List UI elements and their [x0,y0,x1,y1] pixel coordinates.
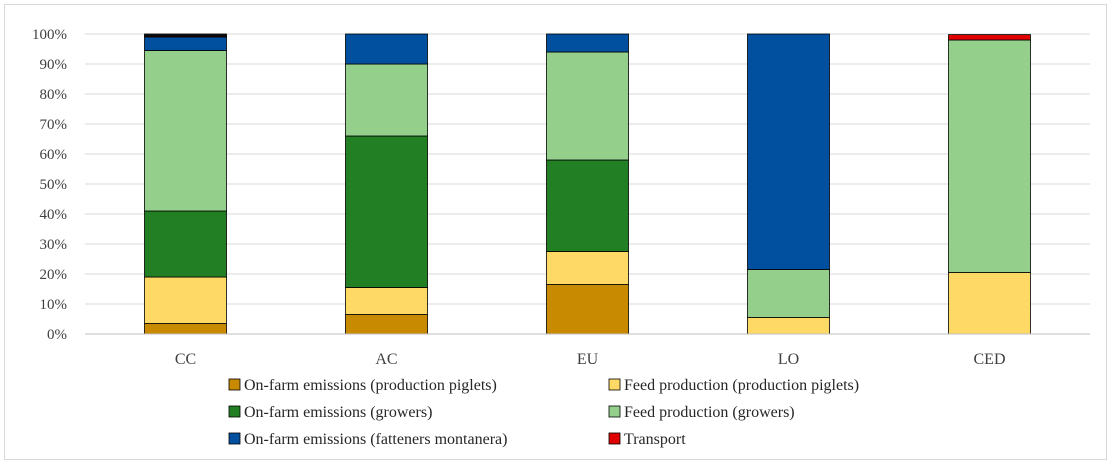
bar-segment-eu-series-1 [546,284,629,335]
y-tick-label: 80% [40,87,68,103]
legend-label: Feed production (growers) [624,404,795,421]
legend-label: On-farm emissions (fatteners montanera) [244,431,507,448]
bar-segment-cc-series-4 [144,50,227,212]
bar-segment-cc-series-1 [144,323,227,335]
bar-segment-eu-series-2 [546,251,629,285]
x-tick-label: CC [175,351,196,368]
bar-segment-cc-series-2 [144,276,227,324]
x-tick-label: CED [974,351,1006,368]
y-tick-label: 30% [40,237,68,253]
x-tick-label: AC [375,351,397,368]
bar-segment-cc-cap [144,33,227,37]
bar-segment-ced-series-6 [948,34,1031,41]
legend-label: On-farm emissions (production piglets) [244,377,497,394]
y-tick-label: 70% [40,117,68,133]
y-tick-label: 60% [40,147,68,163]
bar-segment-cc-series-5 [144,36,227,51]
bar-segment-eu-series-5 [546,33,629,53]
legend-label: Feed production (production piglets) [624,377,859,394]
legend-label: On-farm emissions (growers) [244,404,432,421]
bar-segment-eu-series-3 [546,159,629,252]
y-tick-label: 20% [40,267,68,283]
x-tick-label: LO [778,351,799,368]
y-tick-label: 100% [32,27,67,43]
bar-segment-ac-series-2 [345,287,428,315]
bar-segment-ced-series-2 [948,272,1031,335]
bar-segment-eu-series-4 [546,51,629,161]
bar-segment-ac-series-3 [345,135,428,288]
bar-segment-cc-series-3 [144,210,227,278]
legend-swatch [608,405,621,418]
y-tick-label: 0% [47,327,67,343]
legend-swatch [608,432,621,445]
y-tick-label: 50% [40,177,68,193]
bar-segment-ac-series-1 [345,314,428,335]
legend-swatch [228,405,241,418]
bar-segment-lo-series-5 [747,33,830,270]
bar-segment-ac-series-4 [345,63,428,137]
bar-segment-ac-series-5 [345,33,428,65]
y-tick-label: 90% [40,57,68,73]
legend-swatch [608,378,621,391]
legend-swatch [228,378,241,391]
legend-swatch [228,432,241,445]
x-tick-label: EU [577,351,599,368]
y-tick-label: 10% [40,297,68,313]
bar-segment-lo-series-2 [747,317,830,335]
y-tick-label: 40% [40,207,68,223]
bar-segment-ced-series-4 [948,39,1031,273]
legend-label: Transport [624,431,686,448]
bar-segment-lo-series-4 [747,269,830,318]
